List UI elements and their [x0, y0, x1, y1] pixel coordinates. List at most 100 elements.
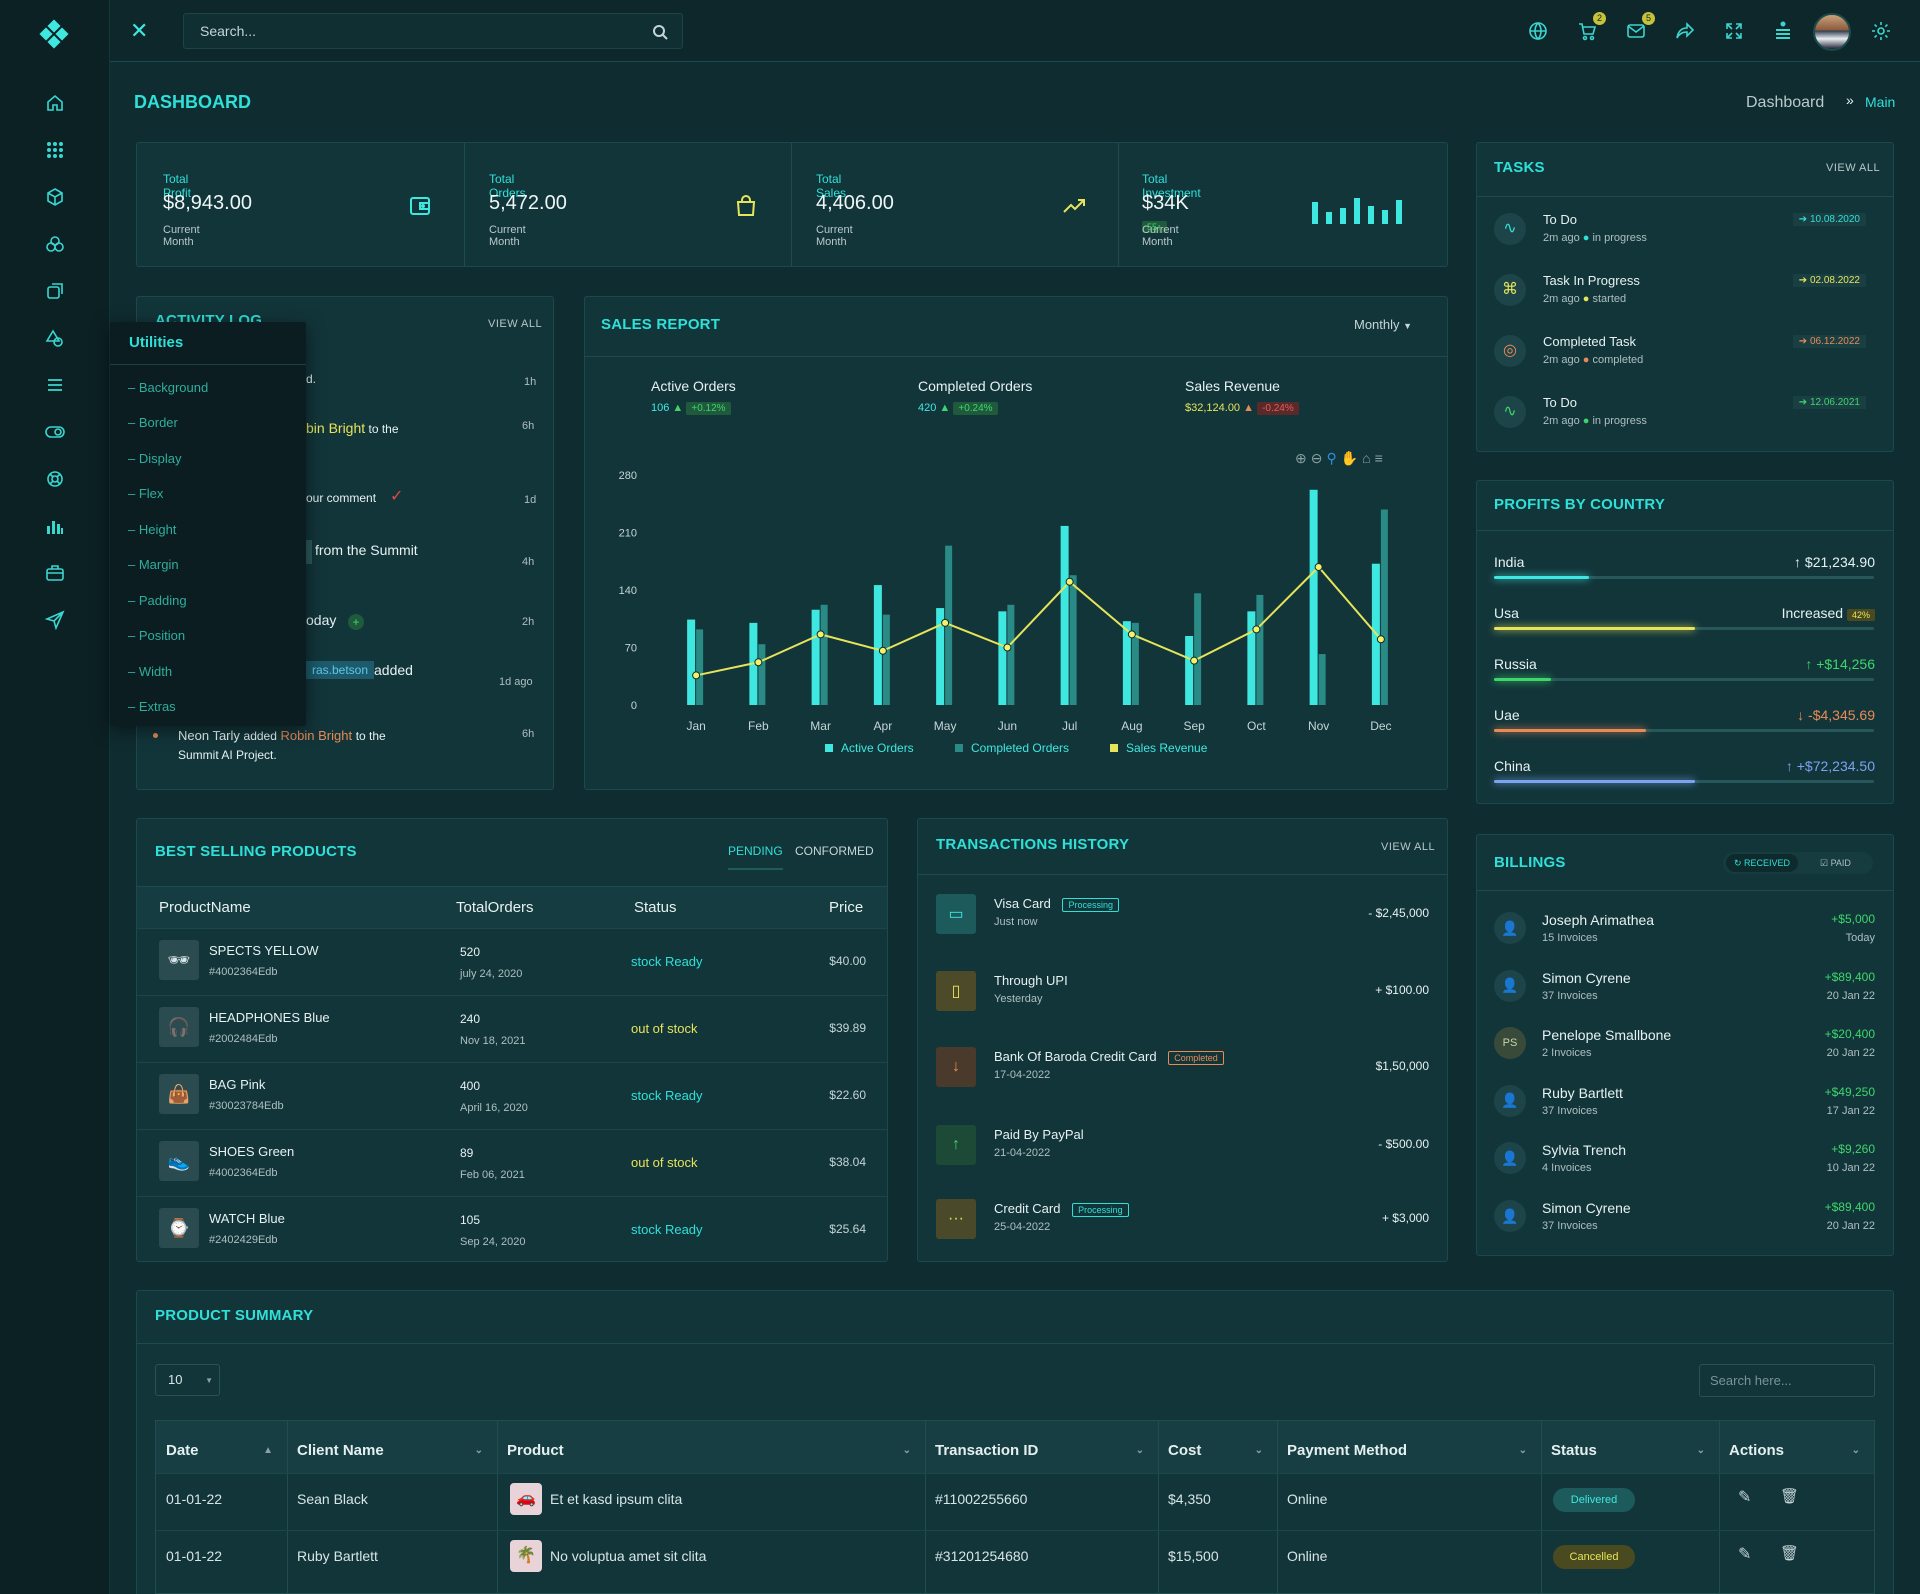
- transactions-view-all[interactable]: VIEW ALL: [1381, 841, 1436, 853]
- profits-title: PROFITS BY COUNTRY: [1494, 496, 1666, 513]
- bar-chart-icon[interactable]: [40, 511, 70, 541]
- sort-icon[interactable]: ▲: [263, 1445, 273, 1456]
- caret-down-icon: ▼: [205, 1376, 213, 1385]
- menu-lines-icon[interactable]: [40, 370, 70, 400]
- utilities-item[interactable]: – Display: [128, 451, 182, 466]
- sort-icon[interactable]: ⌄: [1254, 1445, 1263, 1456]
- tab-pending[interactable]: PENDING: [728, 844, 783, 870]
- pan-icon[interactable]: ✋: [1340, 450, 1363, 466]
- search-input[interactable]: Search...: [183, 13, 683, 49]
- summary-value-text: 106: [651, 402, 670, 414]
- task-ago: 2m ago: [1543, 415, 1580, 427]
- user-avatar[interactable]: [1813, 13, 1851, 51]
- activity-dot: [153, 733, 158, 738]
- zoom-in-icon[interactable]: ⊕: [1295, 450, 1311, 466]
- product-date: Nov 18, 2021: [460, 1035, 526, 1047]
- cube-icon[interactable]: [40, 182, 70, 212]
- sort-icon[interactable]: ⌄: [1518, 1445, 1527, 1456]
- utilities-item[interactable]: – Border: [128, 415, 178, 430]
- edit-icon[interactable]: ✎: [1738, 1489, 1752, 1506]
- briefcase-icon[interactable]: [40, 558, 70, 588]
- period-dropdown[interactable]: Monthly ▼: [1354, 317, 1412, 332]
- cart-icon[interactable]: 2: [1574, 12, 1606, 44]
- reset-home-icon[interactable]: ⌂: [1362, 450, 1375, 466]
- delete-icon[interactable]: 🗑: [1780, 1488, 1800, 1505]
- utilities-item[interactable]: – Height: [128, 522, 177, 537]
- summary-col-header[interactable]: Date ▲: [156, 1425, 287, 1477]
- utilities-item[interactable]: – Padding: [128, 593, 187, 608]
- menu-dots-icon[interactable]: [1770, 18, 1796, 44]
- apps-grid-icon[interactable]: [40, 135, 70, 165]
- product-status: out of stock: [631, 1155, 698, 1170]
- summary-col-header[interactable]: Cost ⌄: [1158, 1425, 1277, 1477]
- transaction-when: Yesterday: [994, 993, 1043, 1005]
- x-tick-label: Jul: [1062, 719, 1077, 733]
- activity-view-all[interactable]: VIEW ALL: [488, 318, 543, 330]
- bar-active-orders: [1060, 525, 1069, 705]
- close-sidebar-icon[interactable]: ✕: [130, 18, 149, 43]
- product-image: 🕶: [159, 940, 199, 980]
- utilities-item[interactable]: – Flex: [128, 486, 164, 501]
- breadcrumb-home[interactable]: Dashboard: [1746, 94, 1825, 111]
- billing-date: 10 Jan 22: [1826, 1162, 1875, 1175]
- summary-col-header[interactable]: Status ⌄: [1541, 1425, 1719, 1477]
- utilities-item[interactable]: – Width: [128, 664, 173, 679]
- settings-gear-icon[interactable]: [1868, 18, 1894, 44]
- bar-completed-orders: [1256, 594, 1264, 705]
- stat-value: $8,943.00: [163, 192, 252, 214]
- table-search-input[interactable]: Search here...: [1699, 1364, 1875, 1397]
- delete-icon[interactable]: 🗑: [1780, 1545, 1800, 1562]
- product-status: out of stock: [631, 1021, 698, 1036]
- utilities-item[interactable]: – Background: [128, 380, 209, 395]
- summary-col-header[interactable]: Actions ⌄: [1719, 1425, 1874, 1477]
- components-icon[interactable]: [40, 229, 70, 259]
- support-icon[interactable]: [40, 464, 70, 494]
- utilities-item[interactable]: – Extras: [128, 699, 176, 714]
- sort-icon[interactable]: ⌄: [1696, 1445, 1705, 1456]
- page-size-select[interactable]: 10 ▼: [155, 1364, 220, 1396]
- layers-icon[interactable]: [40, 276, 70, 306]
- shapes-icon[interactable]: [40, 323, 70, 353]
- send-icon[interactable]: [40, 605, 70, 635]
- home-icon[interactable]: [40, 88, 70, 118]
- sort-icon[interactable]: ⌄: [1135, 1445, 1144, 1456]
- transaction-name: Paid By PayPal: [994, 1127, 1084, 1142]
- summary-col-header[interactable]: Client Name ⌄: [287, 1425, 497, 1477]
- summary-col-header[interactable]: Product ⌄: [497, 1425, 925, 1477]
- sort-icon[interactable]: ⌄: [902, 1445, 911, 1456]
- zoom-out-icon[interactable]: ⊖: [1310, 450, 1327, 466]
- summary-col-header[interactable]: Transaction ID ⌄: [925, 1425, 1158, 1477]
- edit-icon[interactable]: ✎: [1738, 1546, 1752, 1563]
- summary-col-label: Client Name: [297, 1442, 384, 1459]
- globe-icon[interactable]: [1525, 18, 1551, 44]
- profit-country: Uae: [1494, 707, 1520, 723]
- utilities-item[interactable]: – Margin: [128, 557, 179, 572]
- activity-text: d.: [306, 372, 317, 386]
- brand-logo-icon[interactable]: [36, 16, 72, 52]
- utilities-title: Utilities: [129, 334, 184, 351]
- product-status: stock Ready: [631, 1088, 703, 1103]
- paid-button[interactable]: ☑ PAID: [1820, 858, 1851, 868]
- chart-menu-icon[interactable]: ≡: [1374, 450, 1387, 466]
- stat-title: Total Profit: [163, 172, 192, 200]
- transaction-name: Bank Of Baroda Credit Card Completed: [994, 1049, 1224, 1065]
- sort-icon[interactable]: ⌄: [474, 1445, 483, 1456]
- activity-text: bin Bright to the: [306, 420, 399, 436]
- utilities-item[interactable]: – Position: [128, 628, 186, 643]
- tasks-view-all[interactable]: VIEW ALL: [1826, 162, 1881, 174]
- profit-bar: [1494, 678, 1874, 681]
- utilities-item-label: Display: [138, 451, 182, 466]
- zoom-select-icon[interactable]: ⚲: [1326, 450, 1341, 466]
- sort-icon[interactable]: ⌄: [1851, 1445, 1860, 1456]
- fullscreen-icon[interactable]: [1721, 18, 1747, 44]
- tab-conformed[interactable]: CONFORMED: [795, 844, 874, 858]
- toggle-icon[interactable]: [40, 417, 70, 447]
- status-badge: Cancelled: [1553, 1545, 1635, 1569]
- summary-col-header[interactable]: Payment Method ⌄: [1277, 1425, 1541, 1477]
- search-icon[interactable]: [652, 24, 668, 40]
- billing-amount: +$9,260: [1831, 1142, 1875, 1157]
- share-icon[interactable]: [1672, 18, 1698, 44]
- point-sales-revenue: [1190, 656, 1199, 665]
- mail-icon[interactable]: 5: [1623, 12, 1655, 44]
- received-button[interactable]: ↻ RECEIVED: [1726, 854, 1799, 872]
